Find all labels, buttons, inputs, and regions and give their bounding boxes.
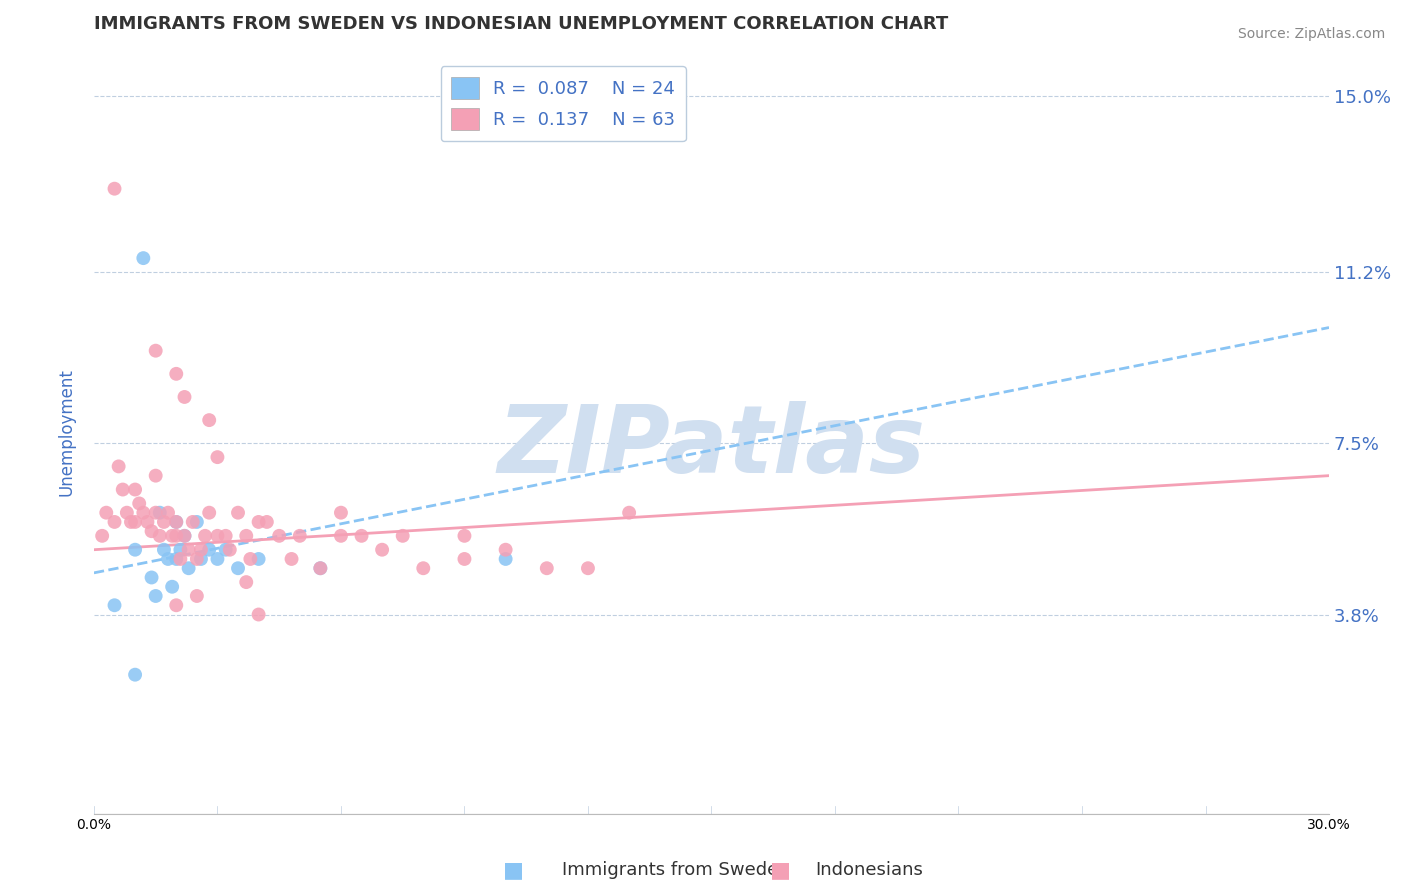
Point [269,529,291,543]
Point [329,506,352,520]
Point [207,529,229,543]
Point [173,529,195,543]
Point [124,542,146,557]
Text: ■: ■ [770,860,790,880]
Point [350,529,373,543]
Point [453,552,475,566]
Point [145,468,167,483]
Text: ■: ■ [503,860,523,880]
Point [141,524,163,539]
Point [103,182,125,196]
Point [309,561,332,575]
Point [186,589,208,603]
Point [149,506,172,520]
Text: Source: ZipAtlas.com: Source: ZipAtlas.com [1237,27,1385,41]
Point [194,529,217,543]
Point [141,570,163,584]
Point [247,515,270,529]
Point [198,506,221,520]
Point [124,515,146,529]
Point [412,561,434,575]
Point [177,561,200,575]
Point [132,251,155,265]
Point [157,506,180,520]
Point [145,506,167,520]
Point [145,589,167,603]
Point [173,390,195,404]
Point [165,529,187,543]
Point [198,542,221,557]
Point [235,529,257,543]
Point [124,483,146,497]
Point [226,506,249,520]
Point [132,506,155,520]
Point [153,515,176,529]
Point [247,607,270,622]
Point [186,552,208,566]
Text: Indonesians: Indonesians [815,861,924,879]
Point [124,667,146,681]
Point [329,529,352,543]
Point [226,561,249,575]
Text: ZIPatlas: ZIPatlas [498,401,925,493]
Point [235,575,257,590]
Point [165,367,187,381]
Point [190,542,212,557]
Text: Immigrants from Sweden: Immigrants from Sweden [562,861,790,879]
Point [495,552,517,566]
Point [169,552,191,566]
Point [111,483,134,497]
Point [153,542,176,557]
Point [169,542,191,557]
Point [190,552,212,566]
Point [215,542,238,557]
Point [215,529,238,543]
Point [91,529,114,543]
Point [371,542,394,557]
Point [165,552,187,566]
Point [256,515,278,529]
Point [288,529,311,543]
Point [177,542,200,557]
Point [128,496,150,510]
Point [198,413,221,427]
Point [115,506,138,520]
Point [103,599,125,613]
Point [145,343,167,358]
Point [181,515,204,529]
Point [495,542,517,557]
Point [165,515,187,529]
Point [165,599,187,613]
Point [107,459,129,474]
Point [391,529,413,543]
Point [165,515,187,529]
Point [136,515,159,529]
Point [173,529,195,543]
Point [239,552,262,566]
Point [207,450,229,464]
Point [309,561,332,575]
Point [149,529,172,543]
Point [160,529,183,543]
Point [536,561,558,575]
Point [280,552,302,566]
Legend: R =  0.087    N = 24, R =  0.137    N = 63: R = 0.087 N = 24, R = 0.137 N = 63 [440,67,686,141]
Point [157,552,180,566]
Y-axis label: Unemployment: Unemployment [58,368,75,496]
Point [96,506,118,520]
Point [160,580,183,594]
Point [453,529,475,543]
Point [218,542,240,557]
Point [186,515,208,529]
Point [120,515,142,529]
Point [103,515,125,529]
Text: IMMIGRANTS FROM SWEDEN VS INDONESIAN UNEMPLOYMENT CORRELATION CHART: IMMIGRANTS FROM SWEDEN VS INDONESIAN UNE… [94,15,948,33]
Point [576,561,599,575]
Point [617,506,640,520]
Point [207,552,229,566]
Point [247,552,270,566]
